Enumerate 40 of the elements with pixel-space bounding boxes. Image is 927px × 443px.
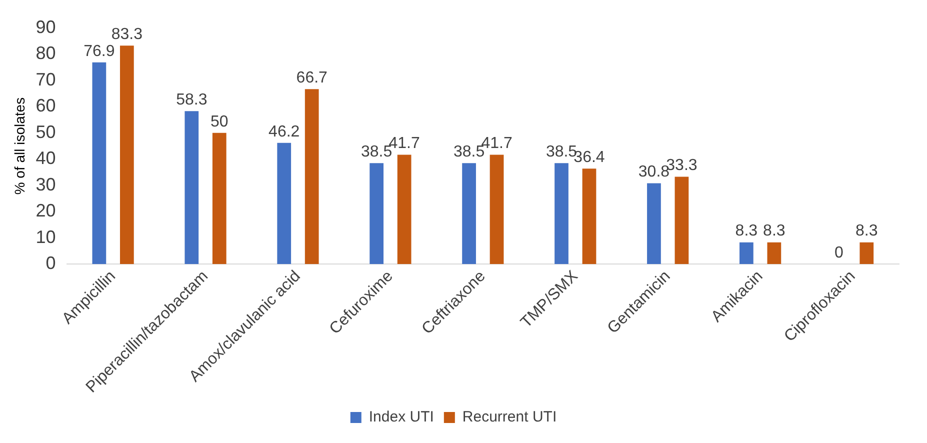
y-tick-label: 50	[36, 122, 56, 142]
bar	[674, 176, 689, 264]
data-label: 46.2	[268, 123, 300, 140]
bar	[304, 89, 319, 264]
y-tick-label: 60	[36, 96, 56, 116]
data-label: 8.3	[763, 222, 786, 240]
bar	[370, 163, 384, 264]
bar	[740, 242, 754, 264]
data-label: 8.3	[735, 222, 758, 240]
legend-label: Index UTI	[368, 408, 434, 426]
bar	[92, 62, 106, 264]
bar	[554, 163, 568, 264]
bar	[397, 154, 412, 264]
bar	[462, 163, 476, 264]
data-label: 58.3	[176, 92, 208, 109]
y-tick-label: 70	[36, 69, 56, 90]
legend-label: Recurrent UTI	[462, 408, 557, 426]
bar	[184, 111, 199, 264]
bar	[767, 242, 782, 264]
y-axis-title: % of all isolates	[11, 97, 28, 195]
data-label: 0	[834, 244, 844, 262]
y-tick-label: 80	[36, 43, 56, 64]
bar	[212, 132, 226, 264]
bar	[582, 168, 596, 264]
y-tick-label: 0	[46, 253, 56, 274]
data-label: 66.7	[296, 70, 328, 87]
y-tick-label: 90	[36, 16, 56, 37]
data-label: 50	[210, 113, 228, 130]
bar	[860, 242, 874, 264]
y-tick-label: 30	[36, 174, 56, 194]
y-tick-label: 20	[36, 200, 56, 221]
bar	[647, 183, 661, 264]
bar	[277, 142, 292, 264]
y-tick-label: 40	[36, 148, 56, 168]
bar	[490, 154, 504, 264]
data-label: 83.3	[111, 26, 143, 43]
data-label: 76.9	[84, 42, 115, 60]
data-label: 8.3	[856, 222, 878, 240]
y-tick-label: 10	[36, 226, 56, 247]
bar	[120, 46, 134, 264]
